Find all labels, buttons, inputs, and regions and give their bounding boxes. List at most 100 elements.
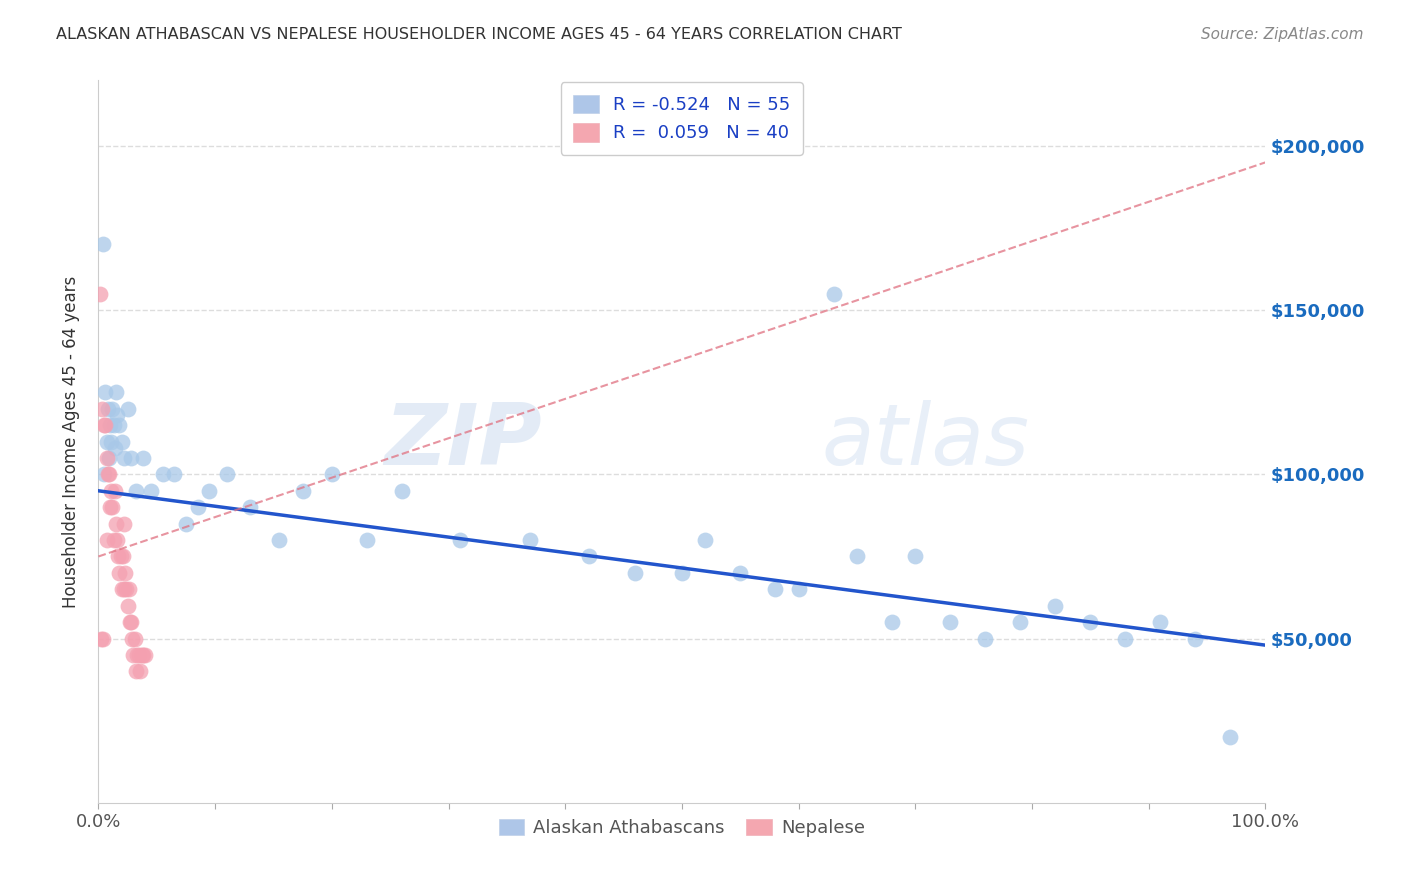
Text: Source: ZipAtlas.com: Source: ZipAtlas.com: [1201, 27, 1364, 42]
Point: [356, 533, 378, 547]
Point: [93, 467, 115, 482]
Point: [624, 566, 647, 580]
Point: [269, 533, 291, 547]
Point: [215, 467, 238, 482]
Point: [111, 549, 134, 564]
Point: [112, 516, 135, 531]
Point: [107, 549, 129, 564]
Point: [91, 632, 114, 646]
Point: [823, 286, 845, 301]
Point: [105, 409, 128, 423]
Point: [100, 434, 122, 449]
Point: [104, 385, 127, 400]
Point: [128, 648, 150, 662]
Point: [114, 566, 136, 580]
Point: [129, 665, 152, 679]
Point: [1045, 599, 1067, 613]
Point: [974, 632, 997, 646]
Text: ZIP: ZIP: [384, 400, 541, 483]
Point: [1219, 730, 1241, 744]
Point: [125, 648, 148, 662]
Point: [125, 665, 148, 679]
Point: [117, 599, 139, 613]
Point: [115, 582, 138, 597]
Point: [124, 632, 146, 646]
Point: [695, 533, 717, 547]
Point: [1010, 615, 1032, 630]
Point: [904, 549, 927, 564]
Point: [97, 467, 120, 482]
Point: [100, 483, 122, 498]
Point: [90, 632, 112, 646]
Point: [519, 533, 541, 547]
Point: [120, 450, 142, 465]
Point: [939, 615, 962, 630]
Point: [103, 418, 125, 433]
Point: [730, 566, 752, 580]
Point: [134, 648, 156, 662]
Point: [108, 566, 131, 580]
Point: [163, 467, 186, 482]
Text: atlas: atlas: [823, 400, 1031, 483]
Point: [1184, 632, 1206, 646]
Point: [125, 483, 148, 498]
Point: [96, 533, 118, 547]
Point: [104, 516, 127, 531]
Point: [96, 434, 118, 449]
Point: [112, 450, 135, 465]
Point: [120, 615, 142, 630]
Point: [787, 582, 810, 597]
Point: [122, 648, 145, 662]
Point: [91, 237, 114, 252]
Point: [1114, 632, 1136, 646]
Point: [846, 549, 869, 564]
Point: [111, 434, 134, 449]
Point: [321, 467, 343, 482]
Point: [174, 516, 197, 531]
Point: [98, 500, 121, 515]
Point: [139, 483, 162, 498]
Point: [101, 500, 124, 515]
Point: [880, 615, 903, 630]
Point: [132, 450, 155, 465]
Point: [98, 418, 121, 433]
Point: [97, 450, 120, 465]
Point: [187, 500, 209, 515]
Point: [112, 582, 135, 597]
Point: [121, 632, 143, 646]
Point: [449, 533, 471, 547]
Point: [96, 450, 118, 465]
Point: [198, 483, 221, 498]
Point: [763, 582, 786, 597]
Point: [93, 418, 115, 433]
Point: [97, 401, 120, 416]
Point: [94, 385, 117, 400]
Point: [97, 467, 120, 482]
Point: [391, 483, 413, 498]
Point: [671, 566, 693, 580]
Point: [90, 401, 112, 416]
Point: [1080, 615, 1102, 630]
Point: [1149, 615, 1171, 630]
Point: [152, 467, 174, 482]
Point: [239, 500, 262, 515]
Point: [103, 533, 125, 547]
Y-axis label: Householder Income Ages 45 - 64 years: Householder Income Ages 45 - 64 years: [62, 276, 80, 607]
Point: [101, 401, 124, 416]
Point: [291, 483, 314, 498]
Legend: Alaskan Athabascans, Nepalese: Alaskan Athabascans, Nepalese: [492, 812, 872, 845]
Point: [104, 483, 127, 498]
Point: [117, 401, 139, 416]
Point: [118, 582, 141, 597]
Point: [104, 441, 127, 455]
Point: [578, 549, 600, 564]
Point: [111, 582, 134, 597]
Point: [94, 418, 117, 433]
Point: [118, 615, 141, 630]
Point: [110, 549, 132, 564]
Point: [108, 418, 131, 433]
Point: [131, 648, 153, 662]
Text: ALASKAN ATHABASCAN VS NEPALESE HOUSEHOLDER INCOME AGES 45 - 64 YEARS CORRELATION: ALASKAN ATHABASCAN VS NEPALESE HOUSEHOLD…: [56, 27, 903, 42]
Point: [89, 286, 111, 301]
Point: [105, 533, 128, 547]
